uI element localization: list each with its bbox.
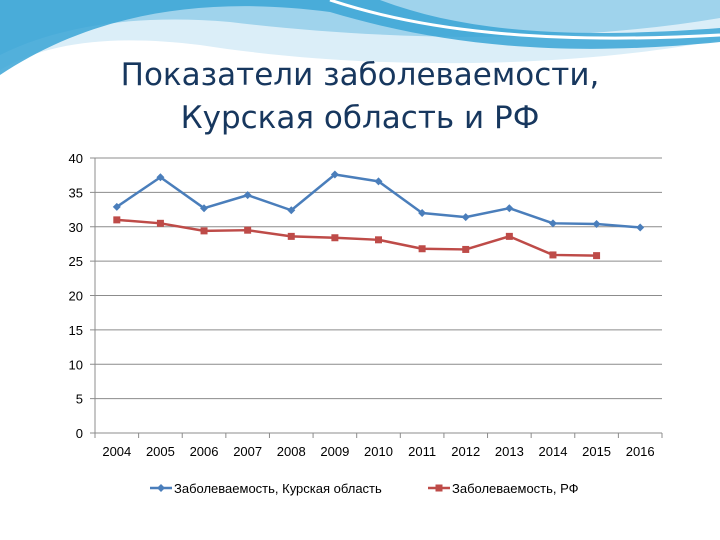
y-tick-label: 25 [69, 254, 83, 269]
series-2-point [418, 245, 426, 253]
y-tick-label: 15 [69, 323, 83, 338]
header-wave-white-stripe [329, 0, 720, 40]
series-1 [112, 170, 645, 232]
grid-lines [95, 157, 662, 400]
series-2-point [287, 232, 295, 240]
slide-title-line-2: Курская область и РФ [180, 100, 540, 136]
y-tick-label: 20 [69, 289, 83, 304]
y-tick-label: 5 [76, 392, 83, 407]
series-1-point [287, 206, 296, 215]
series-2-point [156, 219, 164, 227]
series-1-point [505, 204, 514, 213]
series-2-point [549, 251, 557, 259]
series-2-point [375, 236, 382, 244]
legend-label: Заболеваемость, Курская область [174, 481, 382, 496]
series-2-point [244, 226, 252, 234]
legend-item-2: Заболеваемость, РФ [428, 481, 579, 496]
series-1-point [374, 177, 383, 186]
series-1-point [112, 202, 121, 211]
x-tick-label: 2004 [102, 444, 131, 459]
x-tick-label: 2007 [233, 444, 262, 459]
legend: Заболеваемость, Курская область Заболевае… [150, 481, 579, 496]
series-1-point [548, 219, 557, 228]
header-wave-mid [0, 0, 720, 55]
series-2-point [200, 227, 208, 235]
series-2-point [331, 234, 339, 242]
series-1-point [330, 170, 339, 179]
x-tick-label: 2016 [626, 444, 655, 459]
series-2-point [113, 216, 121, 224]
legend-marker [435, 484, 443, 492]
x-tick-label: 2015 [582, 444, 611, 459]
series [112, 170, 645, 260]
slide-title: Показатели заболеваемости, Курская облас… [0, 54, 720, 140]
series-2 [113, 216, 601, 260]
x-tick-label: 2012 [451, 444, 480, 459]
x-tick-label: 2011 [408, 444, 436, 459]
y-tick-label: 40 [69, 151, 83, 166]
x-tick-label: 2008 [277, 444, 306, 459]
y-tick-label: 10 [69, 357, 83, 372]
series-1-point [592, 220, 601, 228]
x-tick-labels: 2004 2005 2006 2007 2008 2009 2010 2011 2012 2013… [102, 444, 654, 459]
series-2-line [116, 218, 597, 257]
axes [90, 157, 663, 438]
series-1-point [636, 223, 645, 232]
series-1-point [243, 191, 252, 200]
legend-marker [157, 484, 165, 492]
series-2-point [462, 245, 470, 253]
series-1-point [461, 213, 470, 222]
y-tick-label: 35 [69, 185, 83, 200]
y-tick-labels: 0 5 10 15 20 25 30 35 40 [69, 151, 83, 441]
slide-title-line-1: Показатели заболеваемости, [120, 57, 600, 93]
y-tick-label: 0 [76, 426, 83, 441]
x-tick-label: 2013 [495, 444, 524, 459]
series-1-point [418, 209, 427, 217]
legend-item-1: Заболеваемость, Курская область [150, 481, 382, 496]
header-wave-decoration [0, 0, 720, 75]
y-tick-label: 30 [69, 220, 83, 235]
x-tick-label: 2014 [539, 444, 568, 459]
x-tick-label: 2010 [364, 444, 393, 459]
series-1-point [156, 173, 165, 182]
series-1-point [200, 204, 209, 213]
x-tick-label: 2009 [320, 444, 349, 459]
x-tick-label: 2005 [146, 444, 175, 459]
x-tick-label: 2006 [190, 444, 219, 459]
legend-label: Заболеваемость, РФ [452, 481, 579, 496]
series-2-point [593, 252, 601, 260]
series-2-point [505, 232, 513, 240]
